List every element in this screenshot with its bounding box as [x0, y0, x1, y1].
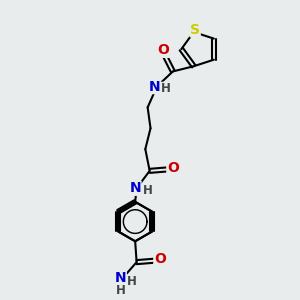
- Text: O: O: [157, 43, 169, 57]
- Text: H: H: [116, 284, 125, 297]
- Text: H: H: [143, 184, 153, 197]
- Text: N: N: [129, 181, 141, 195]
- Text: S: S: [190, 23, 200, 37]
- Text: H: H: [127, 275, 136, 288]
- Text: O: O: [167, 161, 179, 175]
- Text: H: H: [161, 82, 171, 95]
- Text: N: N: [115, 271, 126, 285]
- Text: N: N: [149, 80, 161, 94]
- Text: O: O: [154, 252, 166, 266]
